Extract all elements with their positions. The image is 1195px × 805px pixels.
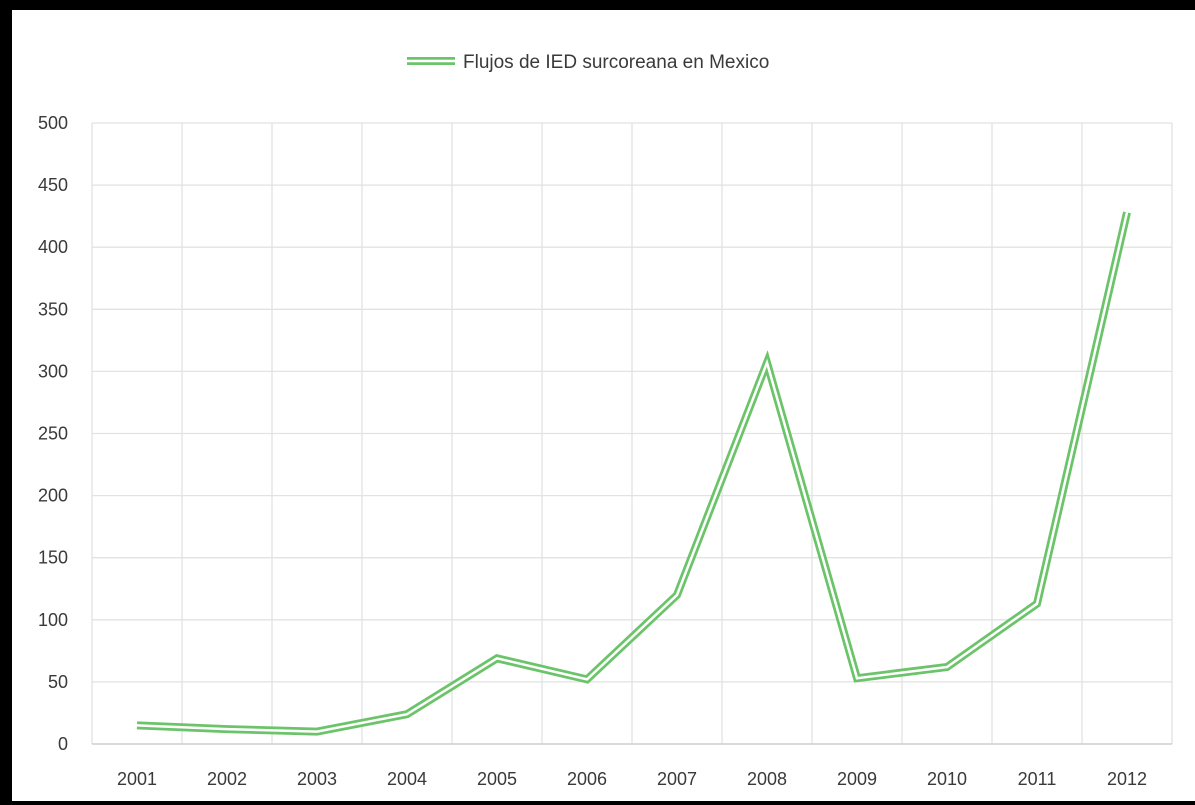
y-tick-label: 300 — [38, 361, 68, 381]
x-tick-label: 2006 — [567, 769, 607, 789]
legend: Flujos de IED surcoreana en Mexico — [407, 52, 769, 73]
x-tick-label: 2002 — [207, 769, 247, 789]
x-tick-label: 2001 — [117, 769, 157, 789]
series-lines — [136, 211, 1131, 736]
y-tick-label: 100 — [38, 610, 68, 630]
y-tick-label: 0 — [58, 734, 68, 754]
y-tick-label: 500 — [38, 113, 68, 133]
x-tick-label: 2012 — [1107, 769, 1147, 789]
y-tick-label: 150 — [38, 548, 68, 568]
y-tick-label: 450 — [38, 175, 68, 195]
x-tick-label: 2011 — [1018, 769, 1057, 789]
grid — [91, 122, 1173, 745]
legend-label: Flujos de IED surcoreana en Mexico — [463, 52, 769, 73]
y-tick-label: 400 — [38, 237, 68, 257]
y-tick-label: 250 — [38, 424, 68, 444]
x-tick-label: 2003 — [297, 769, 337, 789]
y-tick-label: 50 — [48, 672, 68, 692]
x-tick-label: 2007 — [657, 769, 697, 789]
y-axis-ticks: 0 50 100 150 200 250 300 350 400 450 500 — [38, 113, 68, 754]
y-tick-label: 350 — [38, 299, 68, 319]
x-axis-ticks: 2001 2002 2003 2004 2005 2006 2007 2008 2009 2010… — [117, 769, 1147, 789]
x-tick-label: 2008 — [747, 769, 787, 789]
x-tick-label: 2004 — [387, 769, 427, 789]
series-line-inner — [136, 212, 1129, 733]
x-tick-label: 2010 — [927, 769, 967, 789]
x-tick-label: 2009 — [837, 769, 877, 789]
x-tick-label: 2005 — [477, 769, 517, 789]
y-tick-label: 200 — [38, 486, 68, 506]
